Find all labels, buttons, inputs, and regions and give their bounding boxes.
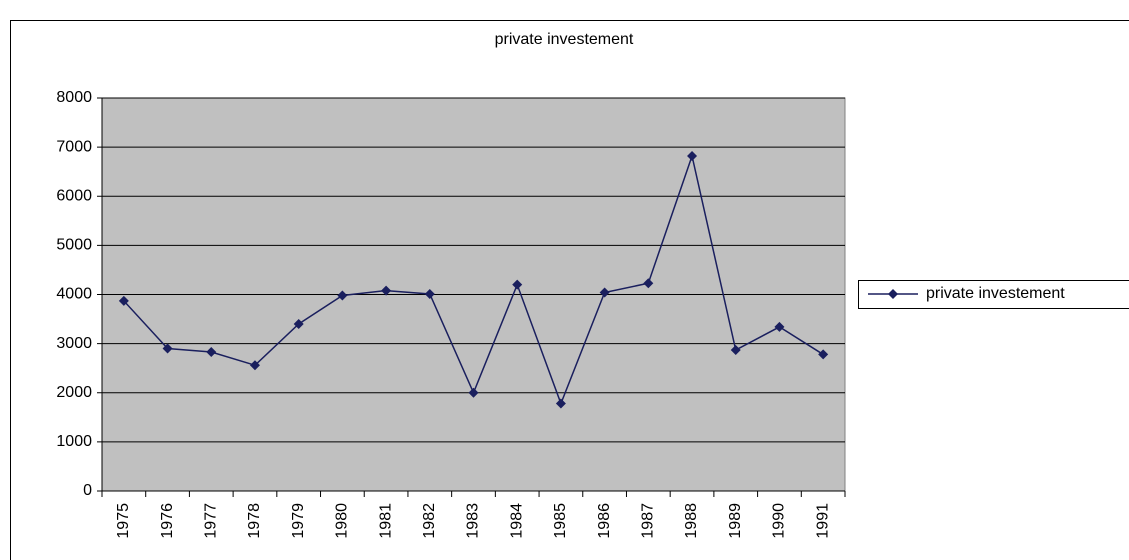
x-tick-label: 1976 — [159, 503, 176, 539]
data-point — [643, 278, 654, 289]
y-tick-label: 8000 — [56, 89, 92, 106]
x-tick-label: 1991 — [814, 503, 831, 539]
chart-title: private investement — [495, 31, 634, 48]
data-point — [162, 343, 173, 354]
data-point — [293, 318, 304, 329]
y-tick-label: 4000 — [56, 286, 92, 303]
x-tick-label: 1979 — [290, 503, 307, 539]
x-tick-label: 1978 — [246, 503, 263, 539]
x-tick-label: 1986 — [596, 503, 613, 539]
data-point — [818, 349, 829, 360]
x-tick-label: 1984 — [508, 503, 525, 539]
data-point — [730, 345, 741, 356]
data-point — [118, 295, 129, 306]
x-tick-label: 1985 — [552, 503, 569, 539]
y-tick-label: 3000 — [56, 335, 92, 352]
x-tick-label: 1975 — [115, 503, 132, 539]
data-point — [599, 287, 610, 298]
legend-label: private investement — [926, 285, 1065, 302]
data-point — [206, 346, 217, 357]
data-point — [381, 285, 392, 296]
y-tick-label: 1000 — [56, 433, 92, 450]
y-tick-label: 5000 — [56, 237, 92, 254]
data-point — [774, 321, 785, 332]
x-tick-label: 1981 — [377, 503, 394, 539]
data-point — [468, 387, 479, 398]
y-tick-label: 2000 — [56, 384, 92, 401]
x-tick-label: 1989 — [727, 503, 744, 539]
data-point — [249, 360, 260, 371]
data-point — [424, 289, 435, 300]
data-point — [337, 290, 348, 301]
x-tick-label: 1990 — [771, 503, 788, 539]
y-tick-label: 6000 — [56, 187, 92, 204]
x-tick-label: 1982 — [421, 503, 438, 539]
data-point — [512, 279, 523, 290]
data-point — [555, 398, 566, 409]
x-tick-label: 1988 — [683, 503, 700, 539]
x-tick-label: 1977 — [202, 503, 219, 539]
data-point — [687, 150, 698, 161]
x-tick-label: 1980 — [334, 503, 351, 539]
y-tick-label: 0 — [83, 482, 92, 499]
x-tick-label: 1983 — [465, 503, 482, 539]
y-tick-label: 7000 — [56, 138, 92, 155]
legend-marker — [888, 289, 898, 299]
x-tick-label: 1987 — [640, 503, 657, 539]
